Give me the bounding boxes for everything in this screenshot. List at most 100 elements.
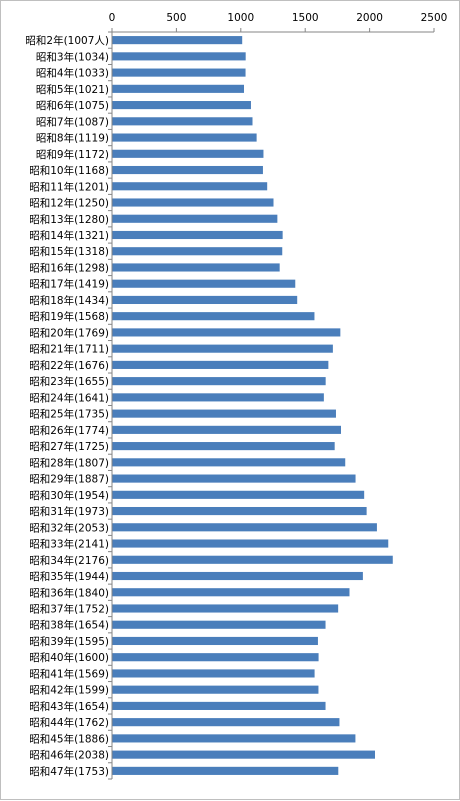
category-label: 昭和16年(1298) xyxy=(29,261,109,274)
bar xyxy=(112,247,283,256)
bar xyxy=(112,555,393,564)
bar xyxy=(112,442,335,451)
x-tick-label: 0 xyxy=(109,12,116,24)
category-label: 昭和43年(1654) xyxy=(29,700,109,713)
category-label: 昭和8年(1119) xyxy=(36,132,109,145)
category-label: 昭和42年(1599) xyxy=(29,684,109,697)
category-label: 昭和9年(1172) xyxy=(36,148,109,161)
axis-group: 0 500 1000 1500 2000 2500 xyxy=(108,12,448,780)
category-label: 昭和34年(2176) xyxy=(29,554,109,567)
category-label: 昭和5年(1021) xyxy=(36,83,109,96)
bar xyxy=(112,604,339,613)
bar xyxy=(112,133,257,142)
bar xyxy=(112,279,296,288)
bar xyxy=(112,36,243,45)
x-tick-label: 2500 xyxy=(421,12,448,24)
x-tick-label: 500 xyxy=(166,12,186,24)
category-label: 昭和38年(1654) xyxy=(29,619,109,632)
category-label: 昭和6年(1075) xyxy=(36,99,109,112)
category-label: 昭和14年(1321) xyxy=(29,229,109,242)
category-label: 昭和23年(1655) xyxy=(29,375,109,388)
bar xyxy=(112,588,350,597)
bar xyxy=(112,263,280,272)
bar xyxy=(112,425,341,434)
category-label: 昭和41年(1569) xyxy=(29,667,109,680)
category-label: 昭和19年(1568) xyxy=(29,310,109,323)
category-label: 昭和40年(1600) xyxy=(29,651,109,664)
category-label: 昭和45年(1886) xyxy=(29,732,109,745)
x-tick-label: 1000 xyxy=(227,12,254,24)
x-tick-label: 2000 xyxy=(356,12,383,24)
category-label: 昭和20年(1769) xyxy=(29,326,109,339)
bar xyxy=(112,52,246,61)
bar xyxy=(112,653,319,662)
category-label: 昭和28年(1807) xyxy=(29,456,109,469)
category-label: 昭和7年(1087) xyxy=(36,115,109,128)
bar xyxy=(112,101,251,110)
bar xyxy=(112,523,377,532)
bar xyxy=(112,750,375,759)
bar xyxy=(112,328,341,337)
bar xyxy=(112,198,274,207)
bar xyxy=(112,539,389,548)
category-label: 昭和31年(1973) xyxy=(29,505,109,518)
bar xyxy=(112,165,263,175)
category-label: 昭和47年(1753) xyxy=(29,765,109,778)
bar xyxy=(112,68,246,77)
category-label: 昭和35年(1944) xyxy=(29,570,109,583)
category-label: 昭和15年(1318) xyxy=(29,245,109,258)
bar xyxy=(112,230,283,240)
category-label: 昭和11年(1201) xyxy=(29,180,109,193)
bar xyxy=(112,701,326,710)
bar xyxy=(112,84,245,93)
bar xyxy=(112,474,356,483)
bar xyxy=(112,490,365,499)
bars-group xyxy=(112,36,393,775)
x-tick-label: 1500 xyxy=(292,12,319,24)
category-label: 昭和17年(1419) xyxy=(29,278,109,291)
category-label: 昭和37年(1752) xyxy=(29,602,109,615)
category-label: 昭和3年(1034) xyxy=(36,50,109,63)
bar xyxy=(112,734,356,743)
bar xyxy=(112,182,268,191)
category-label: 昭和12年(1250) xyxy=(29,197,109,210)
bar xyxy=(112,409,336,418)
bar xyxy=(112,571,363,581)
bar xyxy=(112,685,319,694)
bar xyxy=(112,620,326,629)
category-label: 昭和33年(2141) xyxy=(29,538,109,551)
bar xyxy=(112,636,318,646)
category-label: 昭和25年(1735) xyxy=(29,408,109,421)
bar xyxy=(112,214,278,223)
category-label: 昭和27年(1725) xyxy=(29,440,109,453)
category-label: 昭和18年(1434) xyxy=(29,294,109,307)
category-label: 昭和4年(1033) xyxy=(36,67,109,80)
category-labels: 昭和2年(1007人) 昭和3年(1034) 昭和4年(1033) 昭和5年(1021… xyxy=(25,34,109,778)
bar xyxy=(112,295,298,305)
bar xyxy=(112,360,329,369)
bar xyxy=(112,393,324,402)
category-label: 昭和30年(1954) xyxy=(29,489,109,502)
category-label: 昭和24年(1641) xyxy=(29,391,109,404)
category-label: 昭和21年(1711) xyxy=(29,343,109,356)
category-label: 昭和13年(1280) xyxy=(29,213,109,226)
category-label: 昭和10年(1168) xyxy=(29,164,109,177)
category-label: 昭和22年(1676) xyxy=(29,359,109,372)
bar xyxy=(112,506,367,516)
bar xyxy=(112,344,333,353)
category-label: 昭和36年(1840) xyxy=(29,586,109,599)
bar xyxy=(112,458,346,467)
category-label: 昭和29年(1887) xyxy=(29,473,109,486)
bar xyxy=(112,766,339,775)
bar xyxy=(112,669,315,678)
bar xyxy=(112,718,340,727)
bar xyxy=(112,117,253,126)
category-label: 昭和39年(1595) xyxy=(29,635,109,648)
bar xyxy=(112,377,326,386)
category-label: 昭和46年(2038) xyxy=(29,749,109,762)
bar xyxy=(112,312,315,321)
category-label: 昭和26年(1774) xyxy=(29,424,109,437)
bar xyxy=(112,149,264,158)
